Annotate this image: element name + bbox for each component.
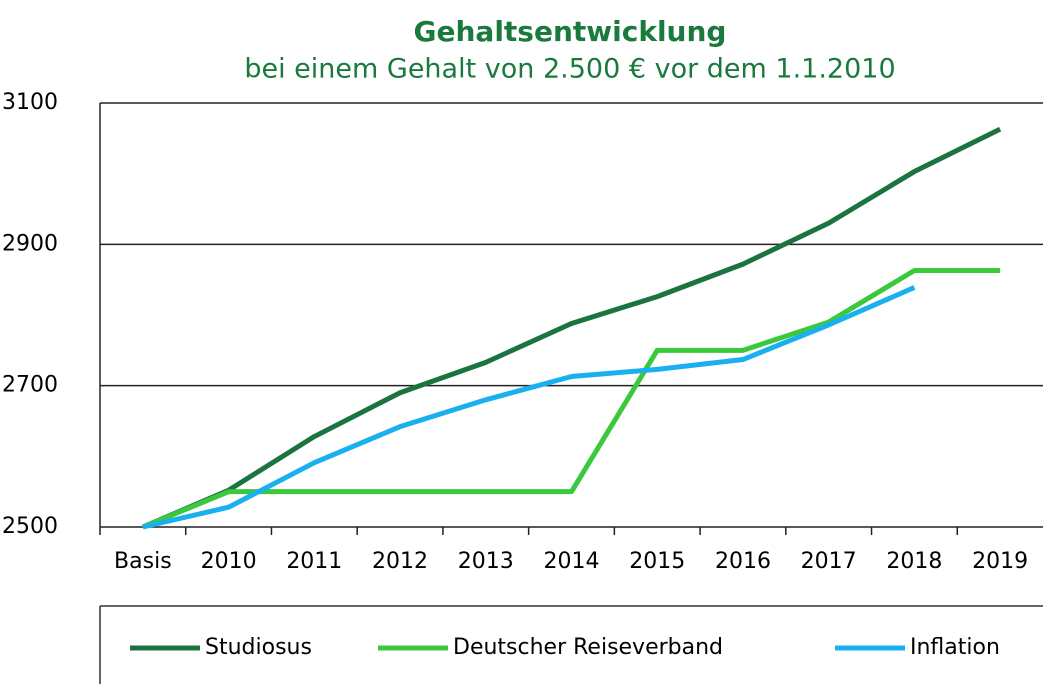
y-tick-label: 3100 [2, 90, 58, 115]
legend-label: Inflation [910, 635, 1000, 660]
chart-subtitle: bei einem Gehalt von 2.500 € vor dem 1.1… [244, 54, 895, 85]
x-tick-label: 2017 [801, 549, 857, 574]
legend-label: Studiosus [205, 635, 312, 660]
y-tick-label: 2700 [2, 373, 58, 398]
series-line [141, 267, 1001, 530]
x-tick-label: 2014 [544, 549, 600, 574]
x-tick-label: 2019 [972, 549, 1028, 574]
x-tick-label: 2010 [201, 549, 257, 574]
chart-title: Gehaltsentwicklung [414, 15, 727, 48]
x-tick-label: 2013 [458, 549, 514, 574]
y-tick-label: 2900 [2, 231, 58, 256]
series-line [141, 126, 1002, 530]
x-tick-label: Basis [114, 549, 172, 574]
series-line [142, 285, 916, 530]
x-tick-label: 2012 [372, 549, 428, 574]
x-tick-label: 2016 [715, 549, 771, 574]
x-tick-label: 2018 [886, 549, 942, 574]
x-tick-label: 2015 [629, 549, 685, 574]
legend-label: Deutscher Reiseverband [453, 635, 723, 660]
x-tick-label: 2011 [286, 549, 342, 574]
y-tick-label: 2500 [2, 514, 58, 539]
